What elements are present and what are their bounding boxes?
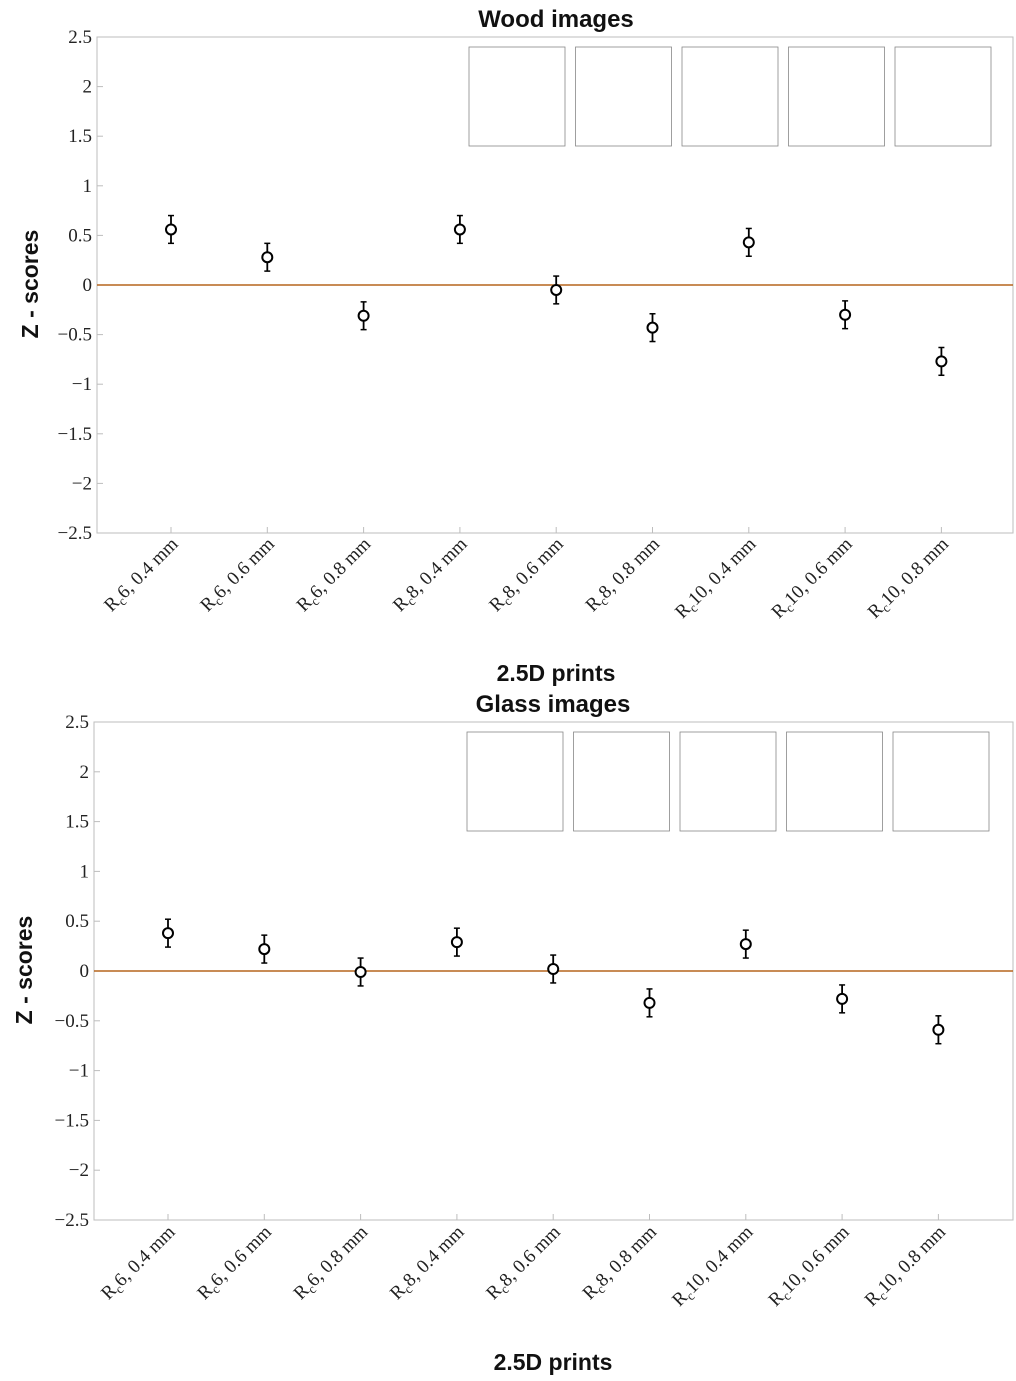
wood-chart: Wood images Z - scores 2.5D prints 2.5 2 1…: [0, 0, 1016, 688]
texture-thumbnail-wood-parquet: [788, 46, 885, 147]
y-tick-label: 1.5: [65, 812, 89, 833]
texture-thumbnail-wood-hex-tiles: [894, 46, 992, 147]
y-tick-label: −2.5: [55, 1210, 89, 1231]
wood-chart-svg: Wood images Z - scores 2.5D prints 2.5 2 1…: [17, 6, 1014, 686]
x-tick-label: Rc8, 0.4 mm: [389, 534, 473, 618]
y-axis-label: Z - scores: [17, 230, 43, 339]
data-point: [836, 984, 849, 1014]
data-point: [165, 214, 177, 245]
y-tick-label: 2.5: [65, 712, 89, 733]
y-tick-label: −0.5: [58, 325, 92, 346]
texture-thumbnail-glass-lattice: [786, 731, 883, 832]
y-tick-label: 0: [80, 961, 90, 982]
x-axis-label: 2.5D prints: [494, 1349, 613, 1375]
x-tick-label: Rc8, 0.8 mm: [579, 1222, 663, 1306]
data-point: [450, 927, 463, 957]
y-tick-label: 2: [83, 77, 93, 98]
mean-marker: [450, 936, 463, 949]
texture-thumbnail-glass-grid: [466, 731, 564, 832]
data-point: [935, 346, 948, 377]
y-tick-label: 0.5: [65, 911, 89, 932]
x-tick-label: Rc6, 0.4 mm: [97, 1222, 181, 1306]
y-tick-label: −2: [69, 1160, 89, 1181]
y-tick-label: −2: [72, 473, 92, 494]
y-tick-label: 1: [83, 176, 93, 197]
x-tick-label: Rc8, 0.6 mm: [485, 534, 569, 618]
mean-marker: [261, 251, 274, 264]
mean-marker: [165, 223, 177, 236]
texture-thumbnail-glass-harlequin: [892, 731, 990, 832]
y-tick-label: −1.5: [55, 1110, 89, 1131]
mean-marker: [547, 963, 560, 976]
y-tick-label: −0.5: [55, 1011, 89, 1032]
data-point: [354, 957, 367, 987]
data-point: [162, 918, 174, 948]
y-tick-label: −1.5: [58, 424, 92, 445]
y-tick-label: 0.5: [68, 225, 92, 246]
texture-thumbnail-glass-frosted: [573, 731, 670, 832]
y-tick-label: 2.5: [68, 27, 92, 48]
x-tick-label: Rc6, 0.8 mm: [293, 534, 377, 618]
y-tick-label: 1: [80, 861, 90, 882]
texture-thumbnail-glass-navy: [679, 731, 777, 832]
glass-chart: Glass images Z - scores 2.5D prints 2.5 2…: [0, 688, 1016, 1376]
data-point: [932, 1015, 945, 1045]
x-axis-label: 2.5D prints: [497, 660, 616, 686]
x-tick-label: Rc8, 0.4 mm: [386, 1222, 470, 1306]
y-axis-label: Z - scores: [11, 916, 37, 1025]
data-point: [643, 988, 656, 1018]
data-point: [357, 301, 370, 331]
y-tick-label: −1: [72, 374, 92, 395]
data-point: [839, 300, 852, 330]
mean-marker: [357, 309, 370, 322]
texture-thumbnail-wood-herringbone: [575, 46, 672, 147]
glass-chart-svg: Glass images Z - scores 2.5D prints 2.5 2…: [11, 691, 1014, 1375]
mean-marker: [742, 236, 755, 249]
mean-marker: [354, 965, 367, 978]
y-tick-label: −2.5: [58, 523, 92, 544]
x-tick-label: Rc10, 0.8 mm: [864, 534, 955, 625]
x-tick-label: Rc10, 0.8 mm: [861, 1222, 952, 1313]
data-point: [261, 242, 274, 272]
data-point: [742, 227, 755, 257]
data-point: [739, 929, 752, 959]
y-tick-label: 2: [80, 762, 90, 783]
mean-marker: [162, 927, 174, 940]
chart-title: Glass images: [476, 691, 631, 718]
x-tick-label: Rc6, 0.8 mm: [290, 1222, 374, 1306]
data-point: [547, 954, 560, 984]
mean-marker: [646, 321, 659, 334]
mean-marker: [258, 943, 271, 956]
data-point: [258, 934, 271, 964]
texture-thumbnail-wood-hexagon: [681, 46, 779, 147]
mean-marker: [932, 1023, 945, 1036]
mean-marker: [550, 283, 563, 296]
mean-marker: [836, 992, 849, 1005]
x-tick-label: Rc10, 0.6 mm: [765, 1222, 856, 1313]
x-tick-label: Rc8, 0.6 mm: [482, 1222, 566, 1306]
mean-marker: [839, 308, 852, 321]
data-point: [453, 214, 466, 245]
x-tick-label: Rc10, 0.4 mm: [668, 1222, 759, 1313]
mean-marker: [739, 938, 752, 951]
data-point: [646, 313, 659, 343]
x-tick-label: Rc8, 0.8 mm: [582, 534, 666, 618]
y-tick-label: 1.5: [68, 126, 92, 147]
mean-marker: [643, 996, 656, 1009]
data-point: [550, 275, 563, 305]
x-tick-label: Rc10, 0.4 mm: [671, 534, 762, 625]
x-tick-label: Rc6, 0.4 mm: [100, 534, 184, 618]
mean-marker: [453, 223, 466, 236]
mean-marker: [935, 355, 948, 368]
texture-thumbnail-wood-diamond: [468, 46, 566, 147]
x-tick-label: Rc10, 0.6 mm: [768, 534, 859, 625]
chart-title: Wood images: [478, 6, 634, 33]
y-tick-label: 0: [83, 275, 93, 296]
x-tick-label: Rc6, 0.6 mm: [193, 1222, 277, 1306]
y-tick-label: −1: [69, 1061, 89, 1082]
x-tick-label: Rc6, 0.6 mm: [196, 534, 280, 618]
